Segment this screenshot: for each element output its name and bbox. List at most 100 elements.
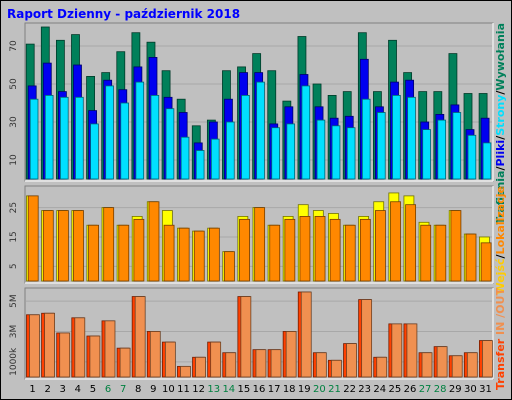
strony-bar bbox=[331, 125, 341, 180]
chart-panels: 70 50 30 10 25 15 5 5M 3M 1000k bbox=[9, 22, 494, 380]
lokalizacje-bar bbox=[344, 224, 356, 282]
lokalizacje-bar bbox=[420, 224, 432, 282]
in-bar bbox=[376, 356, 388, 378]
in-bar bbox=[29, 314, 40, 378]
strony-bar bbox=[316, 119, 326, 180]
middle-panel: 25 15 5 bbox=[9, 185, 494, 284]
in-bar bbox=[270, 349, 282, 378]
lokalizacje-bar bbox=[269, 224, 281, 282]
lokalizacje-bar bbox=[299, 216, 311, 282]
y-tick-label: 50 bbox=[9, 78, 19, 90]
series-label-part: Strony bbox=[494, 95, 507, 136]
chart-title: Raport Dzienny - październik 2018 bbox=[7, 7, 240, 21]
x-tick-label: 4 bbox=[75, 384, 81, 395]
strony-bar bbox=[286, 123, 296, 180]
y-tick-label: 70 bbox=[9, 40, 19, 52]
series-label-part: Wywołania bbox=[494, 23, 507, 91]
x-tick-label: 17 bbox=[268, 384, 281, 395]
x-tick-label: 15 bbox=[238, 384, 251, 395]
x-tick-label: 5 bbox=[90, 384, 96, 395]
lokalizacje-bar bbox=[314, 216, 326, 282]
lokalizacje-bar bbox=[435, 224, 447, 282]
x-tick-label: 6 bbox=[105, 384, 111, 395]
lokalizacje-bar bbox=[27, 195, 39, 282]
lokalizacje-bar bbox=[42, 210, 54, 282]
x-tick-label: 3 bbox=[60, 384, 66, 395]
in-bar bbox=[421, 352, 433, 378]
x-tick-label: 9 bbox=[150, 384, 156, 395]
in-bar bbox=[74, 317, 86, 378]
lokalizacje-bar bbox=[193, 230, 205, 282]
in-bar bbox=[149, 331, 161, 378]
y-tick-label: 5 bbox=[9, 263, 19, 269]
x-tick-label: 27 bbox=[419, 384, 432, 395]
in-bar bbox=[482, 340, 493, 378]
lokalizacje-bar bbox=[88, 224, 99, 282]
series-label-part: Transfer bbox=[494, 338, 507, 390]
strony-bar bbox=[346, 127, 356, 180]
x-tick-label: 26 bbox=[404, 384, 417, 395]
x-tick-label: 20 bbox=[313, 384, 326, 395]
strony-bar bbox=[467, 134, 477, 180]
strony-bar bbox=[361, 98, 371, 180]
strony-bar bbox=[377, 112, 386, 180]
lokalizacje-bar bbox=[103, 207, 115, 282]
series-label-part: / bbox=[494, 253, 507, 258]
lokalizacje-bar bbox=[178, 227, 190, 282]
strony-bar bbox=[422, 129, 431, 180]
x-axis-labels: 1 2 3 4 5 6 7 8 9 10 11 12 13 14 15 16 17 18 19 20 21 22 23 24 2… bbox=[29, 384, 491, 395]
bottom-panel: 5M 3M 1000k bbox=[9, 287, 494, 380]
series-legend-labels: Trafienia/Pliki/Strony/WywołaniaWejść/Lo… bbox=[494, 23, 507, 390]
series-label-part: IN bbox=[494, 318, 507, 339]
in-bar bbox=[59, 332, 71, 378]
lokalizacje-bar bbox=[329, 218, 341, 282]
in-bar bbox=[44, 312, 55, 378]
x-tick-label: 12 bbox=[192, 384, 205, 395]
in-bar bbox=[300, 291, 312, 378]
y-tick-label: 5M bbox=[9, 294, 19, 308]
y-tick-label: 25 bbox=[9, 202, 19, 213]
lokalizacje-bar bbox=[405, 204, 417, 282]
series-label-part: / bbox=[494, 166, 507, 171]
in-bar bbox=[240, 296, 252, 378]
lokalizacje-bar bbox=[450, 210, 462, 282]
strony-bar bbox=[75, 96, 84, 180]
strony-bar bbox=[90, 123, 99, 180]
x-tick-label: 10 bbox=[162, 384, 175, 395]
x-tick-label: 28 bbox=[434, 384, 447, 395]
x-tick-label: 22 bbox=[343, 384, 356, 395]
series-label-part: Wejść bbox=[494, 258, 507, 295]
x-tick-label: 16 bbox=[253, 384, 266, 395]
in-bar bbox=[451, 355, 463, 378]
strony-bar bbox=[29, 98, 39, 180]
lokalizacje-bar bbox=[224, 251, 235, 282]
series-label-part: / bbox=[494, 90, 507, 95]
in-bar bbox=[104, 320, 116, 378]
lokalizacje-bar bbox=[375, 210, 386, 282]
strony-bar bbox=[165, 108, 175, 180]
strony-bar bbox=[105, 85, 114, 180]
in-bar bbox=[466, 352, 478, 378]
lokalizacje-bar bbox=[390, 201, 401, 282]
x-tick-label: 25 bbox=[389, 384, 402, 395]
lokalizacje-bar bbox=[57, 210, 69, 282]
top-panel: 70 50 30 10 bbox=[9, 22, 494, 182]
lokalizacje-bar bbox=[118, 224, 130, 282]
series-label: Trafienia/Pliki/Strony/Wywołania bbox=[494, 23, 507, 224]
strony-bar bbox=[180, 136, 190, 180]
in-bar bbox=[89, 335, 101, 378]
x-tick-label: 30 bbox=[464, 384, 477, 395]
strony-bar bbox=[482, 142, 492, 180]
in-bar bbox=[391, 323, 403, 378]
lokalizacje-bar bbox=[480, 242, 492, 282]
strony-bar bbox=[256, 81, 265, 180]
strony-bar bbox=[135, 81, 145, 180]
series-label: Transfer IN /OUT bbox=[494, 288, 507, 390]
x-tick-label: 13 bbox=[207, 384, 220, 395]
strony-bar bbox=[271, 127, 280, 180]
strony-bar bbox=[226, 121, 235, 180]
strony-bar bbox=[452, 112, 462, 180]
in-bar bbox=[331, 359, 342, 378]
x-tick-label: 2 bbox=[44, 384, 50, 395]
